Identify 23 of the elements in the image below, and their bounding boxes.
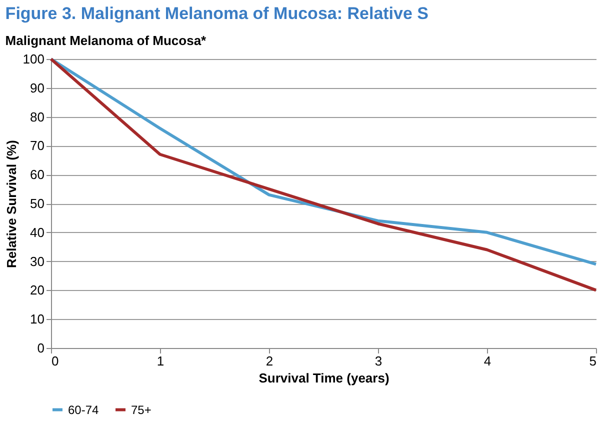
y-tick-label: 10 <box>30 312 44 327</box>
y-tick-label: 60 <box>30 167 44 182</box>
y-tick-label: 0 <box>37 340 44 356</box>
x-tick-label: 4 <box>484 354 492 368</box>
x-tick-label: 0 <box>52 354 59 368</box>
x-tick-label: 2 <box>266 354 274 368</box>
y-axis-title: Relative Survival (%) <box>4 140 19 268</box>
y-tick-label: 30 <box>30 254 44 269</box>
chart-subtitle: Malignant Melanoma of Mucosa* <box>5 33 208 48</box>
y-tick-label: 50 <box>30 196 44 211</box>
y-tick-label: 70 <box>30 138 44 154</box>
x-axis-title: Survival Time (years) <box>258 370 390 386</box>
y-tick-label: 40 <box>30 224 44 240</box>
y-tick-label: 20 <box>30 282 44 298</box>
x-tick-label: 1 <box>156 354 164 368</box>
chart-title: Figure 3. Malignant Melanoma of Mucosa: Relative S <box>5 4 429 23</box>
x-tick-label: 5 <box>589 354 596 368</box>
legend-label: 60-74 <box>68 402 100 417</box>
y-tick-label: 100 <box>22 52 44 66</box>
legend-label: 75+ <box>131 402 152 417</box>
x-tick-label: 3 <box>374 354 382 368</box>
y-tick-label: 80 <box>30 109 44 124</box>
y-tick-label: 90 <box>30 80 44 96</box>
